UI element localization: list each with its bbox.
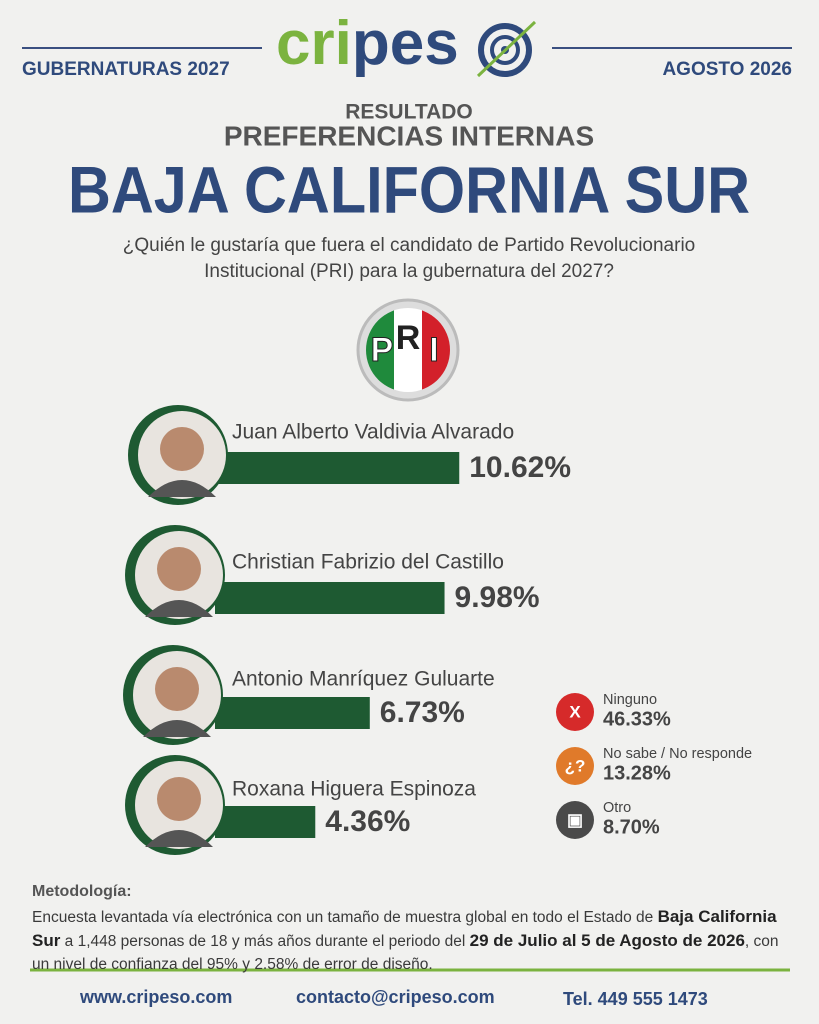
response-label: Otro — [603, 800, 631, 816]
value-label: 9.98% — [455, 581, 540, 614]
response-icon-label: ▣ — [567, 810, 583, 829]
candidate-name: Juan Alberto Valdivia Alvarado — [232, 421, 514, 444]
methodology-heading: Metodología: — [32, 883, 132, 900]
response-value: 8.70% — [603, 816, 660, 838]
candidate-name: Christian Fabrizio del Castillo — [232, 551, 504, 574]
response-label: No sabe / No responde — [603, 746, 752, 762]
photo-body — [145, 830, 213, 847]
methodology-text: , con un nivel de confianza del 95% y 2.… — [32, 933, 779, 973]
logo-target — [476, 20, 537, 78]
candidate-name: Antonio Manríquez Guluarte — [232, 668, 495, 691]
methodology-text: a 1,448 personas de 18 y más años durant… — [60, 933, 470, 950]
photo-body — [145, 600, 213, 617]
bar — [215, 582, 445, 614]
logo-part: pes — [352, 9, 459, 78]
response-value: 46.33% — [603, 708, 671, 730]
subtitle: PREFERENCIAS INTERNAS — [224, 120, 594, 151]
response-icon — [556, 747, 594, 785]
bar — [215, 697, 370, 729]
photo-face — [157, 777, 201, 821]
value-label: 10.62% — [469, 451, 571, 484]
question: Institucional (PRI) para la gubernatura … — [204, 261, 614, 282]
value-label: 6.73% — [380, 696, 465, 729]
photo-face — [160, 427, 204, 471]
party-letter: I — [429, 331, 438, 369]
photo-face — [157, 547, 201, 591]
footer-web: www.cripeso.com — [79, 987, 232, 1007]
logo: cripes — [276, 9, 459, 78]
photo-body — [148, 480, 216, 497]
question: ¿Quién le gustaría que fuera el candidat… — [123, 235, 695, 256]
party-letter: P — [371, 331, 394, 369]
title: BAJA CALIFORNIA SUR — [68, 152, 750, 226]
photo-face — [155, 667, 199, 711]
footer-phone: Tel. 449 555 1473 — [563, 989, 708, 1009]
candidate-name: Roxana Higuera Espinoza — [232, 778, 476, 801]
value-label: 4.36% — [325, 805, 410, 838]
response-value: 13.28% — [603, 762, 671, 784]
response-label: Ninguno — [603, 692, 657, 708]
kicker: RESULTADO — [345, 101, 473, 124]
methodology-text: 29 de Julio al 5 de Agosto de 2026 — [469, 931, 745, 950]
header-right: AGOSTO 2026 — [662, 59, 792, 80]
response-icon — [556, 801, 594, 839]
response-icon — [556, 693, 594, 731]
footer-email: contacto@cripeso.com — [296, 987, 495, 1007]
logo-part: cri — [276, 9, 352, 78]
party-logo: P R I — [356, 298, 460, 402]
methodology-text: Baja California Sur — [32, 907, 777, 950]
header-left: GUBERNATURAS 2027 — [22, 59, 230, 80]
photo-body — [143, 720, 211, 737]
methodology-text: Encuesta levantada vía electrónica con u… — [32, 909, 658, 926]
methodology-body: Encuesta levantada vía electrónica con u… — [32, 905, 792, 976]
bar — [215, 806, 316, 838]
bar — [215, 452, 460, 484]
party-letter: R — [396, 319, 421, 357]
response-icon-label: X — [569, 702, 581, 721]
response-icon-label: ¿? — [565, 756, 586, 775]
methodology: Metodología: Encuesta levantada vía elect… — [32, 883, 792, 976]
